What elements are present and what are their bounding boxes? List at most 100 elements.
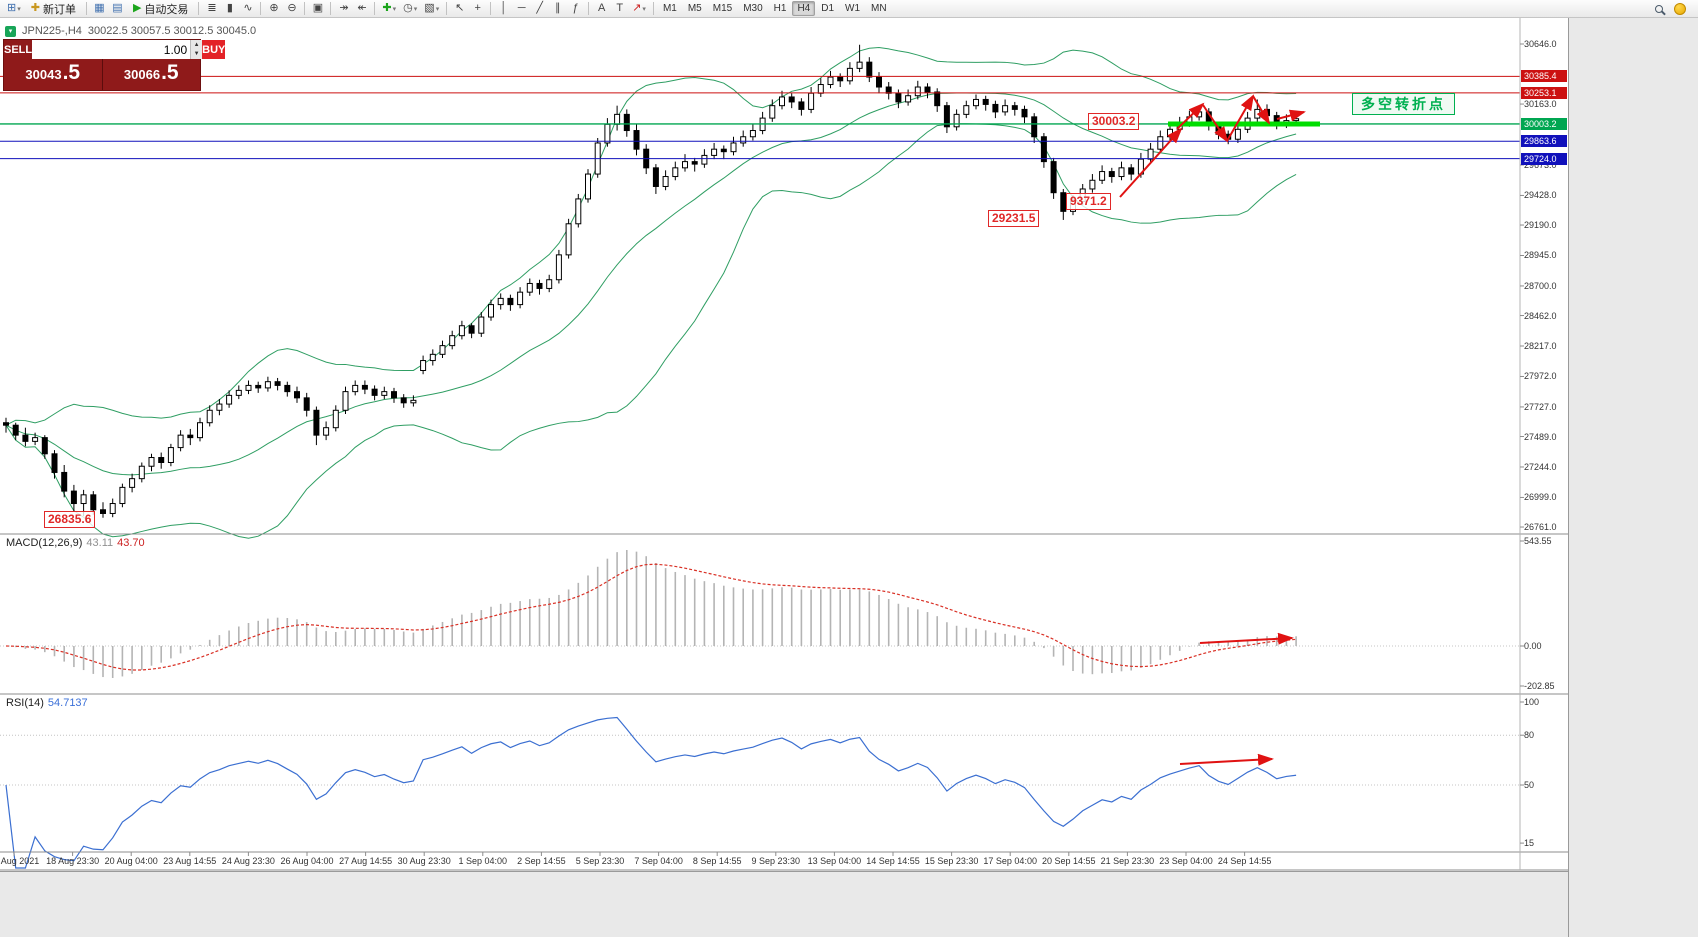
toolbar-items: ⊞ ▾ ✚ 新订单 ▦ ▤ ▶ 自动交易 ≣ ▮ ∿ ⊕ ⊖ ▣ ↠ ↞ ✚ ▾ ◷ ▾ ▧ ▾ ↖ + │ ─ ╱ ∥ ƒ A T ↗ ▾ M1…	[4, 1, 892, 17]
price-annotation-label[interactable]: 30003.2	[1088, 113, 1140, 130]
sell-price-main: 30043	[25, 67, 62, 82]
volume-up-icon[interactable]: ▲	[191, 40, 203, 50]
drawn-objects[interactable]	[1119, 94, 1320, 766]
bottom-panel	[0, 871, 1568, 937]
volume-down-icon[interactable]: ▼	[191, 49, 203, 59]
text-label-icon[interactable]: T	[611, 1, 628, 17]
vertical-line-icon-glyph: │	[500, 2, 508, 14]
autotrading-button-glyph: ▶	[132, 2, 142, 14]
indicators-icon[interactable]: ✚ ▾	[379, 1, 399, 17]
dropdown-arrow-icon: ▾	[17, 5, 21, 13]
new-order-button-label: 新订单	[42, 3, 76, 16]
buy-price-fraction: .5	[161, 61, 179, 84]
chart-shift-icon[interactable]: ↞	[353, 1, 370, 17]
volume-field: ▲ ▼	[32, 40, 203, 59]
line-chart-icon-glyph: ∿	[243, 2, 253, 14]
fibonacci-icon[interactable]: ƒ	[567, 1, 584, 17]
timeframe-m5-button[interactable]: M5	[687, 3, 702, 14]
panel-frame	[0, 18, 1568, 871]
turning-point-note[interactable]: 多空转折点	[1352, 93, 1455, 115]
timeframe-h4-button[interactable]: H4	[792, 1, 816, 16]
buy-button[interactable]: BUY	[202, 40, 226, 59]
one-click-collapse-icon[interactable]: ▾	[5, 25, 16, 37]
rsi-value: 54.7137	[47, 697, 88, 709]
chart-shift-icon-glyph: ↞	[357, 2, 367, 14]
macd-indicator-label: MACD(12,26,9) 43.11 43.70	[6, 537, 145, 549]
price-annotation-label[interactable]: 9371.2	[1066, 193, 1111, 210]
market-watch-icon[interactable]: ▦	[91, 1, 108, 17]
new-chart-icon[interactable]: ⊞ ▾	[4, 1, 24, 17]
macd-panel	[0, 550, 1520, 678]
text-label-icon-glyph: T	[616, 2, 624, 14]
buy-price[interactable]: 30066 .5	[103, 59, 201, 90]
new-chart-icon-glyph: ⊞	[7, 2, 17, 14]
timeframe-d1-button[interactable]: D1	[821, 3, 835, 14]
cursor-icon[interactable]: ↖	[451, 1, 468, 17]
toolbar-right	[1650, 1, 1686, 17]
templates-icon-glyph: ▧	[424, 2, 435, 14]
periods-icon-glyph: ◷	[403, 2, 413, 14]
zoom-in-icon[interactable]: ⊕	[265, 1, 282, 17]
horizontal-line-icon[interactable]: ─	[513, 1, 530, 17]
sell-price-fraction: .5	[62, 61, 81, 84]
right-panel	[1568, 18, 1698, 937]
bar-chart-icon[interactable]: ≣	[203, 1, 220, 17]
buy-price-main: 30066	[123, 67, 161, 82]
timeframe-mn-button[interactable]: MN	[871, 3, 887, 14]
vertical-line-icon[interactable]: │	[495, 1, 512, 17]
macd-main-value: 43.11	[86, 537, 114, 549]
symbol-label: JPN225-,H4	[22, 25, 82, 37]
market-watch-icon-glyph: ▦	[94, 2, 105, 14]
candles	[3, 44, 1300, 518]
toolbar-separator	[330, 2, 332, 15]
candlestick-icon[interactable]: ▮	[221, 1, 238, 17]
navigator-icon-glyph: ▤	[112, 2, 123, 14]
one-click-top-row: SELL ▲ ▼ BUY	[4, 40, 226, 59]
rsi-name: RSI(14)	[6, 697, 44, 709]
text-icon[interactable]: A	[593, 1, 610, 17]
timeframe-m1-button[interactable]: M1	[662, 3, 677, 14]
trendline-icon-glyph: ╱	[536, 2, 544, 14]
toolbar-separator	[652, 2, 654, 15]
toolbar-separator	[490, 2, 492, 15]
navigator-icon[interactable]: ▤	[109, 1, 126, 17]
toolbar-separator	[374, 2, 376, 15]
channel-icon[interactable]: ∥	[549, 1, 566, 17]
price-annotation-label[interactable]: 29231.5	[988, 210, 1040, 227]
channel-icon-glyph: ∥	[554, 2, 561, 14]
line-chart-icon[interactable]: ∿	[239, 1, 256, 17]
rsi-indicator-label: RSI(14) 54.7137	[6, 697, 88, 709]
search-lens-icon	[1654, 4, 1663, 13]
timeframe-h1-button[interactable]: H1	[773, 3, 787, 14]
templates-icon[interactable]: ▧ ▾	[421, 1, 442, 17]
zoom-out-icon[interactable]: ⊖	[283, 1, 300, 17]
timeframe-m15-button[interactable]: M15	[712, 3, 733, 14]
toolbar-separator	[85, 2, 87, 15]
arrows-icon-glyph: ↗	[632, 2, 642, 14]
dropdown-arrow-icon: ▾	[413, 5, 418, 13]
candlestick-icon-glyph: ▮	[226, 2, 233, 14]
new-order-button[interactable]: ✚ 新订单	[25, 1, 82, 17]
auto-scroll-icon[interactable]: ↠	[335, 1, 352, 17]
indicators-icon-glyph: ✚	[382, 2, 392, 14]
sell-button[interactable]: SELL	[4, 40, 33, 59]
tile-windows-icon[interactable]: ▣	[309, 1, 326, 17]
search-icon[interactable]	[1650, 1, 1667, 17]
timeframe-w1-button[interactable]: W1	[845, 3, 861, 14]
trendline-icon[interactable]: ╱	[531, 1, 548, 17]
volume-input[interactable]	[32, 40, 191, 59]
periods-icon[interactable]: ◷ ▾	[400, 1, 420, 17]
autotrading-button[interactable]: ▶ 自动交易	[127, 1, 194, 17]
one-click-trading-panel[interactable]: SELL ▲ ▼ BUY 30043 .5 30066 .5	[4, 40, 226, 90]
toolbar-separator	[446, 2, 448, 15]
crosshair-icon[interactable]: +	[469, 1, 486, 17]
bar-chart-icon-glyph: ≣	[207, 2, 217, 14]
arrows-icon[interactable]: ↗ ▾	[629, 1, 649, 17]
price-annotation-label[interactable]: 26835.6	[44, 511, 96, 528]
toolbar-separator	[260, 2, 262, 15]
user-avatar-icon[interactable]	[1674, 2, 1686, 15]
timeframe-m30-button[interactable]: M30	[743, 3, 763, 14]
sell-price[interactable]: 30043 .5	[4, 59, 103, 90]
horizontal-line-objects	[0, 75, 1520, 160]
